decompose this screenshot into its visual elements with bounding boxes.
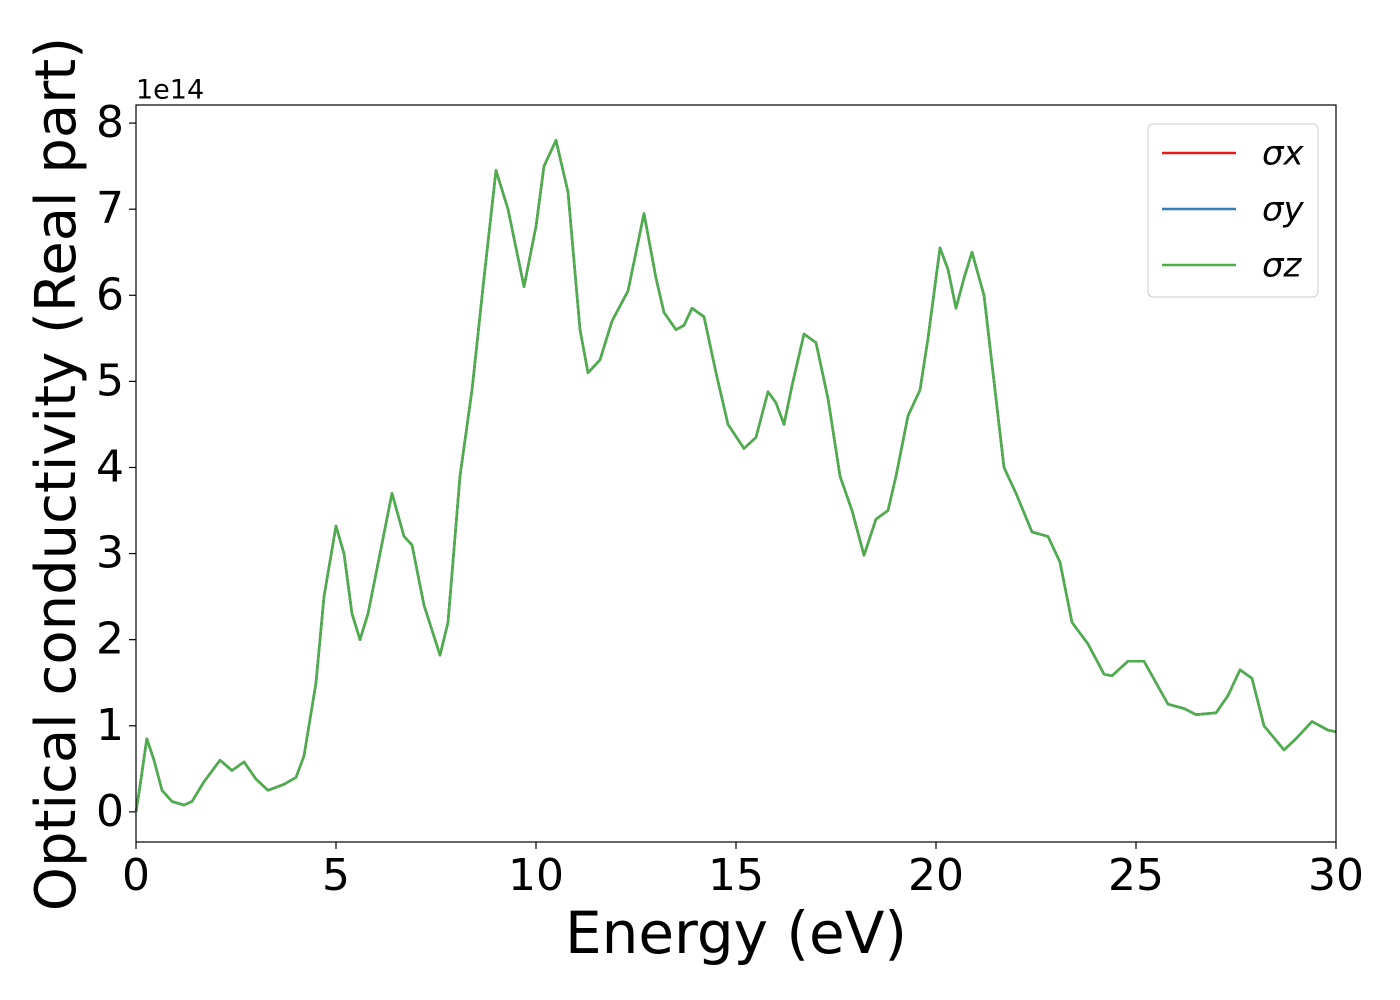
y-tick-label: 1 (96, 700, 124, 751)
legend-box (1147, 123, 1319, 298)
y-tick-label: 6 (96, 269, 124, 320)
x-tick-label: 15 (708, 850, 764, 901)
y-tick-label: 0 (96, 786, 124, 837)
x-tick-label: 5 (322, 850, 350, 901)
y-tick-label: 8 (96, 97, 124, 148)
legend-label: σx (1262, 134, 1305, 174)
legend: σx σy σz (1147, 123, 1319, 298)
y-axis-label: Optical conductivity (Real part) (24, 37, 89, 911)
x-tick-label: 0 (122, 850, 150, 901)
y-tick-label: 5 (96, 355, 124, 406)
y-tick-label: 4 (96, 441, 124, 492)
y-tick-label: 7 (96, 183, 124, 234)
y-tick-label: 3 (96, 528, 124, 579)
legend-label: σy (1262, 190, 1305, 230)
y-tick-label: 2 (96, 614, 124, 665)
x-axis-label: Energy (eV) (565, 899, 907, 967)
offset-label: 1e14 (136, 75, 204, 106)
x-tick-label: 30 (1308, 850, 1364, 901)
x-tick-label: 10 (508, 850, 564, 901)
x-tick-label: 25 (1108, 850, 1164, 901)
x-tick-label: 20 (908, 850, 964, 901)
plot-frame (135, 104, 1337, 843)
series-line (134, 139, 1337, 813)
legend-label: σz (1262, 246, 1303, 286)
